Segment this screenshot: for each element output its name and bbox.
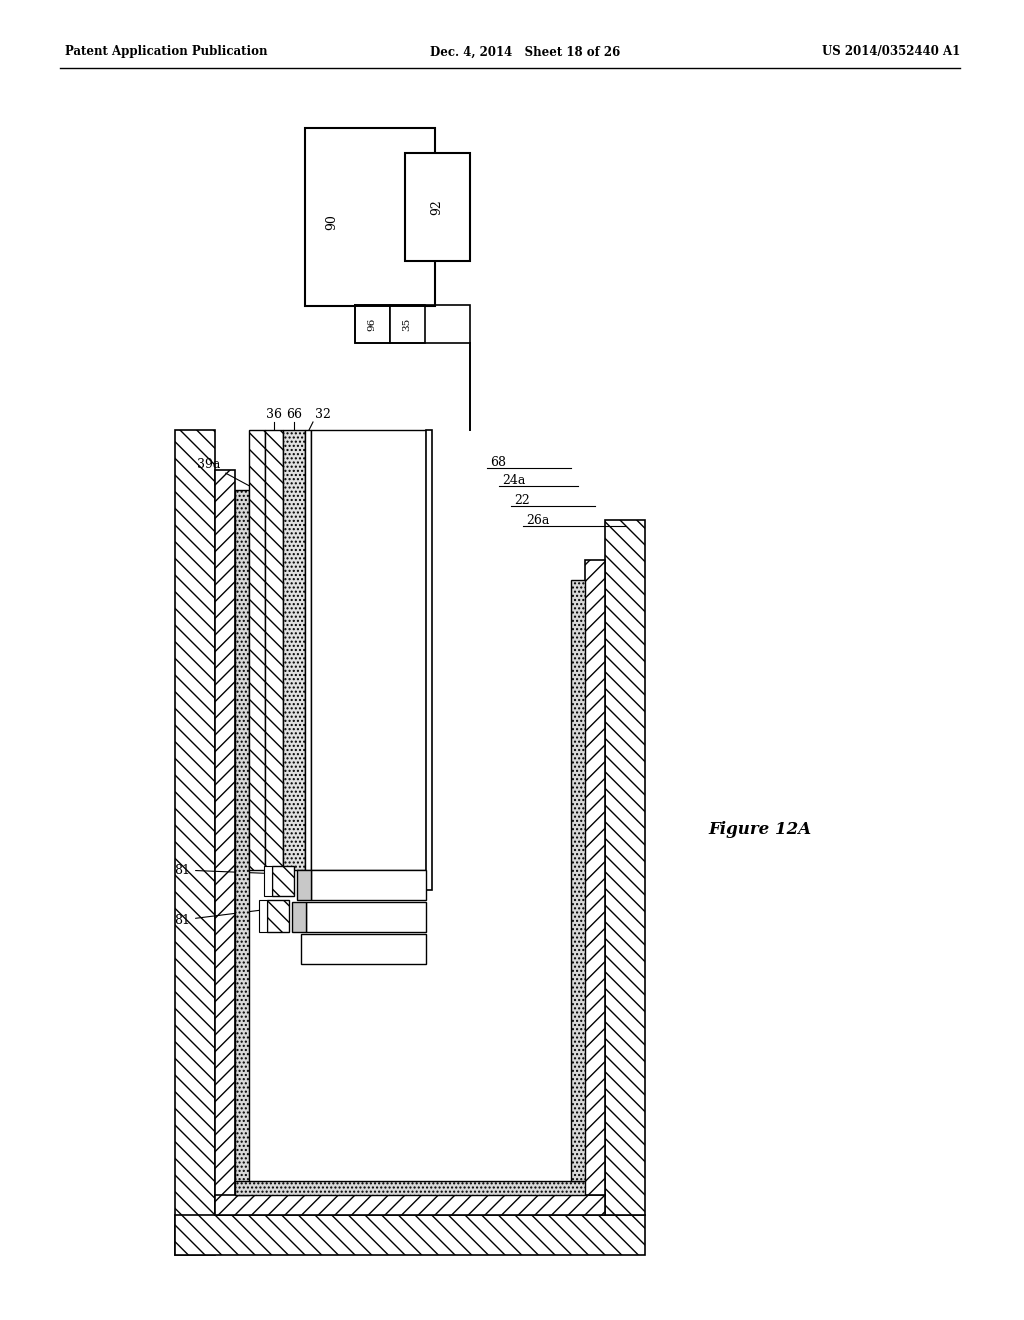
- Text: 92: 92: [430, 199, 443, 215]
- Text: 34: 34: [360, 673, 376, 686]
- Bar: [265, 430, 283, 870]
- Text: Figure 12A: Figure 12A: [709, 821, 812, 838]
- Text: 26a: 26a: [526, 513, 549, 527]
- Bar: [305, 430, 311, 870]
- Text: Patent Application Publication: Patent Application Publication: [65, 45, 267, 58]
- Text: 36: 36: [266, 408, 282, 421]
- Text: 33b: 33b: [370, 908, 379, 925]
- Text: 35: 35: [402, 317, 412, 330]
- Text: 32: 32: [315, 408, 331, 421]
- Text: 39a: 39a: [197, 458, 255, 488]
- Bar: [215, 470, 234, 1214]
- Text: 33c: 33c: [372, 876, 381, 894]
- Bar: [292, 902, 306, 932]
- Bar: [267, 900, 289, 932]
- Bar: [175, 1214, 645, 1255]
- Bar: [234, 1181, 585, 1195]
- Bar: [297, 870, 311, 900]
- Bar: [272, 866, 294, 896]
- Bar: [305, 128, 435, 306]
- Bar: [406, 153, 470, 261]
- Bar: [426, 430, 432, 890]
- Text: 24a: 24a: [502, 474, 525, 487]
- Bar: [215, 1195, 605, 1214]
- Bar: [571, 579, 585, 1181]
- Text: 66: 66: [286, 408, 302, 421]
- Bar: [264, 866, 272, 896]
- Bar: [355, 305, 390, 343]
- Text: 22: 22: [514, 494, 529, 507]
- Text: Dec. 4, 2014   Sheet 18 of 26: Dec. 4, 2014 Sheet 18 of 26: [430, 45, 621, 58]
- Text: 90: 90: [325, 214, 338, 230]
- Bar: [259, 900, 267, 932]
- Bar: [585, 560, 605, 1195]
- Text: 81: 81: [174, 908, 275, 927]
- Text: US 2014/0352440 A1: US 2014/0352440 A1: [821, 45, 961, 58]
- Text: 68: 68: [490, 455, 506, 469]
- Text: 33a: 33a: [361, 941, 371, 957]
- Text: 96: 96: [300, 879, 308, 890]
- Text: 96: 96: [368, 317, 377, 330]
- Bar: [234, 490, 249, 1195]
- Bar: [355, 305, 470, 343]
- Bar: [311, 870, 426, 900]
- Text: 81: 81: [174, 863, 281, 876]
- Bar: [390, 305, 425, 343]
- Bar: [301, 935, 426, 964]
- Bar: [249, 430, 265, 870]
- Bar: [283, 430, 305, 870]
- Text: 96: 96: [295, 912, 303, 923]
- Bar: [175, 430, 215, 1255]
- Bar: [605, 520, 645, 1214]
- Bar: [306, 902, 426, 932]
- Bar: [311, 430, 426, 870]
